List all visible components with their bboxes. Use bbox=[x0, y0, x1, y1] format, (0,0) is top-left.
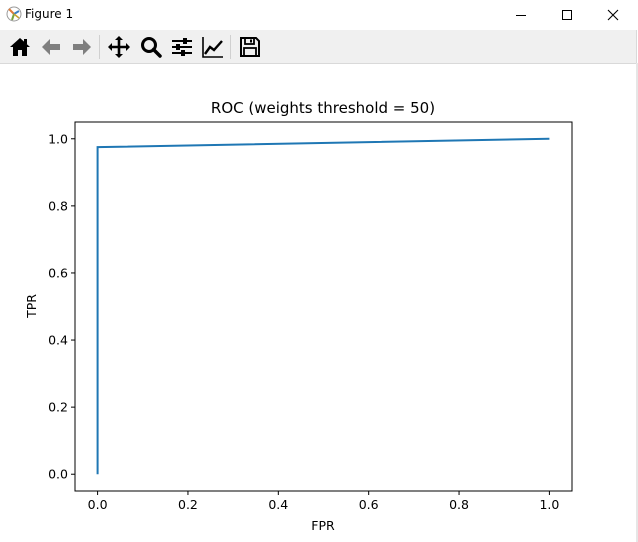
minimize-icon bbox=[516, 15, 526, 16]
floppy-disk-icon bbox=[240, 37, 260, 57]
navigation-toolbar bbox=[0, 30, 637, 64]
pan-button[interactable] bbox=[107, 35, 131, 59]
window-title: Figure 1 bbox=[25, 7, 74, 21]
save-button[interactable] bbox=[238, 35, 262, 59]
toolbar-separator bbox=[230, 35, 231, 59]
move-icon bbox=[108, 36, 130, 58]
window-titlebar: Figure 1 bbox=[0, 0, 638, 30]
arrow-right-icon bbox=[73, 39, 91, 55]
zoom-button[interactable] bbox=[139, 35, 163, 59]
y-tick-label: 0.8 bbox=[48, 198, 68, 213]
matplotlib-logo-icon bbox=[6, 6, 22, 22]
x-tick-label: 0.0 bbox=[88, 497, 108, 512]
y-tick-label: 1.0 bbox=[48, 131, 68, 146]
configure-subplots-button[interactable] bbox=[170, 35, 194, 59]
y-tick-label: 0.6 bbox=[48, 265, 68, 280]
toolbar-separator bbox=[99, 35, 100, 59]
y-axis-label: TPR bbox=[24, 294, 39, 319]
close-icon bbox=[607, 9, 619, 21]
forward-button[interactable] bbox=[70, 35, 94, 59]
axes: 0.0 0.2 0.4 0.6 0.8 1.0 0.0 0.2 0.4 0.6 0.8 1.0 bbox=[48, 121, 573, 512]
x-tick-label: 0.8 bbox=[449, 497, 469, 512]
sliders-icon bbox=[172, 38, 192, 56]
home-icon bbox=[10, 38, 30, 56]
magnifier-icon bbox=[141, 37, 162, 58]
y-tick-label: 0.0 bbox=[48, 467, 68, 482]
figure-canvas[interactable]: ROC (weights threshold = 50) 0.0 0.2 0.4 0.… bbox=[0, 64, 636, 542]
line-chart-icon bbox=[202, 37, 223, 58]
y-tick-label: 0.4 bbox=[48, 333, 68, 348]
roc-curve-line bbox=[96, 137, 550, 475]
chart-title: ROC (weights threshold = 50) bbox=[211, 99, 435, 117]
close-button[interactable] bbox=[590, 0, 636, 30]
back-button[interactable] bbox=[39, 35, 63, 59]
axes-frame bbox=[74, 121, 573, 492]
x-tick-label: 1.0 bbox=[539, 497, 559, 512]
y-tick-label: 0.2 bbox=[48, 400, 68, 415]
window-border bbox=[636, 63, 638, 542]
maximize-icon bbox=[562, 10, 572, 20]
x-tick-label: 0.6 bbox=[359, 497, 379, 512]
maximize-button[interactable] bbox=[544, 0, 590, 30]
home-button[interactable] bbox=[8, 35, 32, 59]
x-axis-label: FPR bbox=[311, 518, 335, 533]
x-tick-label: 0.2 bbox=[178, 497, 198, 512]
minimize-button[interactable] bbox=[498, 0, 544, 30]
x-tick-label: 0.4 bbox=[268, 497, 288, 512]
arrow-left-icon bbox=[42, 39, 60, 55]
edit-axis-button[interactable] bbox=[201, 35, 225, 59]
